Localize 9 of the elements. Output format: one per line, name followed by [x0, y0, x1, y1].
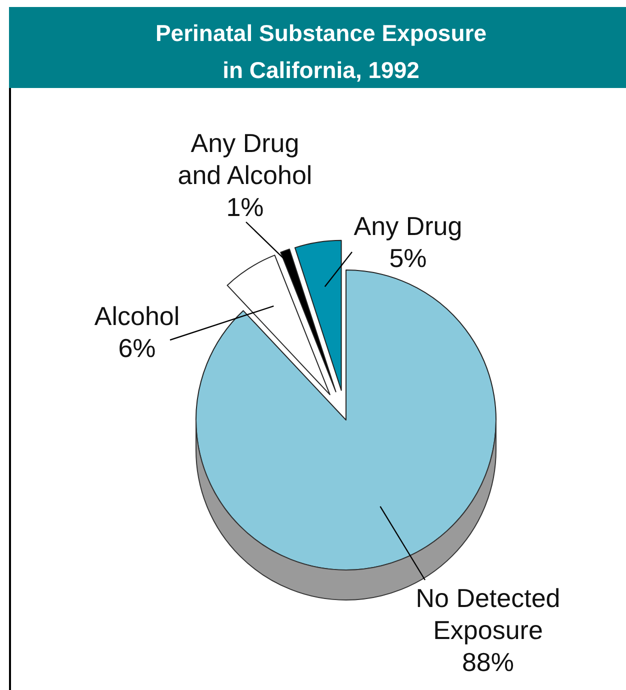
- slice-label: Any Drug and Alcohol: [178, 128, 312, 190]
- data-label: 6%: [118, 333, 156, 363]
- data-label: 5%: [389, 243, 427, 273]
- slice-label: Any Drug: [354, 211, 462, 241]
- chart-title: Perinatal Substance Exposure in California, 1992: [155, 20, 487, 83]
- data-label: 88%: [462, 647, 514, 677]
- slice-label: No Detected Exposure: [416, 583, 560, 645]
- data-label: 1%: [226, 192, 264, 222]
- slice-label: Alcohol: [94, 301, 180, 331]
